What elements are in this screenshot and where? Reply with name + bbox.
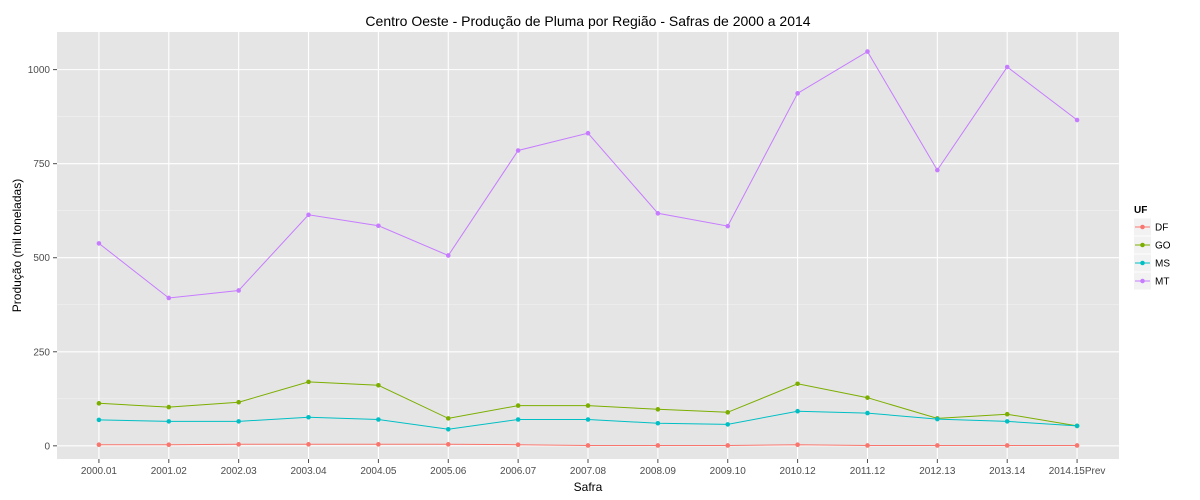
x-tick-label: 2013.14 bbox=[989, 466, 1026, 477]
x-tick-label: 2006.07 bbox=[500, 466, 537, 477]
data-point-mt bbox=[445, 253, 451, 258]
data-point-df bbox=[795, 442, 800, 448]
x-tick-label: 2003.04 bbox=[290, 466, 327, 477]
x-tick-label: 2012.13 bbox=[919, 466, 956, 477]
data-point-go bbox=[445, 416, 451, 421]
y-tick-label: 500 bbox=[33, 253, 50, 264]
legend-label-ms: MS bbox=[1155, 259, 1170, 270]
data-point-ms bbox=[515, 417, 521, 422]
data-point-df bbox=[935, 443, 940, 448]
data-point-go bbox=[306, 379, 311, 385]
x-tick-label: 2002.03 bbox=[221, 466, 258, 477]
legend-key-point bbox=[1140, 278, 1145, 284]
data-point-ms bbox=[445, 426, 451, 432]
data-point-go bbox=[236, 399, 241, 405]
data-point-mt bbox=[725, 223, 731, 229]
y-tick-label: 750 bbox=[33, 159, 50, 170]
data-point-df bbox=[585, 443, 591, 448]
data-point-df bbox=[166, 442, 172, 448]
data-point-mt bbox=[515, 148, 521, 153]
data-point-go bbox=[655, 407, 661, 412]
data-point-df bbox=[725, 443, 731, 448]
data-point-ms bbox=[865, 410, 870, 416]
data-point-df bbox=[376, 442, 381, 447]
data-point-mt bbox=[585, 130, 591, 136]
data-point-ms bbox=[795, 408, 800, 414]
y-tick-label: 1000 bbox=[28, 65, 51, 76]
x-tick-label: 2001.02 bbox=[151, 466, 188, 477]
x-tick-label: 2010.12 bbox=[780, 466, 817, 477]
data-point-go bbox=[166, 404, 172, 410]
data-point-ms bbox=[96, 417, 102, 423]
data-point-df bbox=[1004, 443, 1010, 448]
data-point-mt bbox=[376, 223, 381, 229]
data-point-ms bbox=[306, 414, 311, 420]
x-tick-label: 2008.09 bbox=[640, 466, 677, 477]
data-point-df bbox=[306, 442, 311, 447]
data-point-df bbox=[655, 443, 661, 448]
legend-key-point bbox=[1140, 260, 1145, 266]
data-point-go bbox=[96, 401, 102, 406]
data-point-ms bbox=[585, 417, 591, 422]
data-point-go bbox=[865, 395, 870, 400]
x-tick-label: 2011.12 bbox=[850, 466, 886, 477]
data-point-ms bbox=[1074, 423, 1080, 429]
legend: UF DF GO MS MT bbox=[1134, 205, 1171, 290]
data-point-mt bbox=[935, 167, 940, 173]
legend-title: UF bbox=[1134, 205, 1147, 216]
data-point-go bbox=[515, 403, 521, 408]
data-point-ms bbox=[725, 422, 731, 427]
legend-label-mt: MT bbox=[1155, 277, 1169, 288]
data-point-df bbox=[865, 443, 870, 448]
chart-title: Centro Oeste - Produção de Pluma por Reg… bbox=[365, 13, 810, 29]
data-point-mt bbox=[795, 91, 800, 96]
data-point-ms bbox=[1004, 419, 1010, 424]
data-point-go bbox=[585, 403, 591, 408]
series-layer bbox=[96, 49, 1080, 448]
x-tick-label: 2007.08 bbox=[570, 466, 607, 477]
data-point-df bbox=[1074, 443, 1080, 448]
data-point-ms bbox=[655, 420, 661, 426]
data-point-mt bbox=[306, 212, 311, 218]
data-point-ms bbox=[166, 419, 172, 424]
legend-label-go: GO bbox=[1155, 241, 1171, 252]
data-point-go bbox=[376, 382, 381, 388]
data-point-mt bbox=[655, 211, 661, 216]
data-point-mt bbox=[865, 49, 870, 54]
data-point-mt bbox=[1074, 117, 1080, 123]
x-tick-label: 2000.01 bbox=[81, 466, 118, 477]
legend-key-point bbox=[1140, 224, 1145, 230]
data-point-mt bbox=[96, 241, 102, 246]
data-point-ms bbox=[935, 416, 940, 422]
y-axis-title: Produção (mil toneladas) bbox=[10, 179, 24, 312]
data-point-go bbox=[1004, 411, 1010, 417]
data-point-ms bbox=[376, 417, 381, 422]
y-tick-label: 0 bbox=[44, 441, 50, 452]
data-point-ms bbox=[236, 419, 241, 424]
data-point-go bbox=[795, 381, 800, 387]
data-point-df bbox=[445, 442, 451, 447]
data-point-df bbox=[96, 442, 102, 448]
x-tick-label: 2009.10 bbox=[710, 466, 747, 477]
data-point-mt bbox=[1004, 64, 1010, 70]
data-point-mt bbox=[166, 295, 172, 301]
x-axis-title: Safra bbox=[574, 480, 603, 494]
legend-key-point bbox=[1140, 242, 1145, 248]
data-point-mt bbox=[236, 288, 241, 293]
data-point-df bbox=[236, 442, 241, 447]
x-tick-label: 2005.06 bbox=[430, 466, 467, 477]
y-axis: 0 250 500 750 1000 bbox=[28, 65, 57, 452]
data-point-go bbox=[725, 410, 731, 415]
x-tick-label: 2004.05 bbox=[360, 466, 397, 477]
legend-label-df: DF bbox=[1155, 223, 1168, 234]
x-tick-label: 2014.15Prev bbox=[1049, 466, 1106, 477]
data-point-df bbox=[515, 442, 521, 448]
y-tick-label: 250 bbox=[33, 347, 50, 358]
x-axis: 2000.01 2001.02 2002.03 2003.04 2004.05 2005.… bbox=[81, 459, 1106, 477]
